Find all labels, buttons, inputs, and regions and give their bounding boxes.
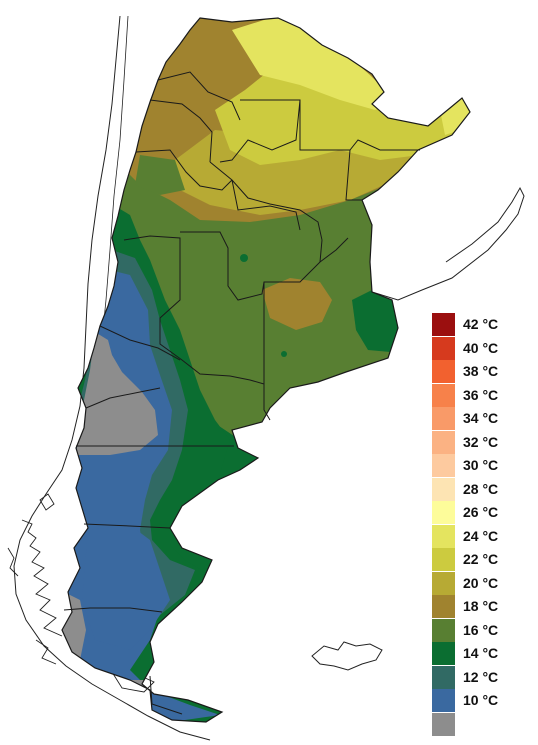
legend-swatch <box>432 454 455 477</box>
legend-item: 36 °C <box>432 383 538 407</box>
legend-swatch <box>432 336 455 360</box>
legend-item: 40 °C <box>432 336 538 360</box>
malvinas-islands <box>311 641 383 671</box>
legend-item: 34 °C <box>432 407 538 430</box>
legend-label: 26 °C <box>463 504 499 520</box>
legend-swatch <box>432 524 455 548</box>
legend-item <box>432 712 538 736</box>
legend-label: 38 °C <box>463 363 499 379</box>
chile-coastline <box>13 15 211 741</box>
legend-item: 28 °C <box>432 477 538 501</box>
legend-label: 36 °C <box>463 386 499 403</box>
legend-swatch <box>432 595 455 618</box>
uruguay-coastline <box>371 186 525 301</box>
legend-label: 28 °C <box>463 480 499 497</box>
legend-swatch <box>432 477 455 501</box>
temperature-legend: 42 °C 40 °C 38 °C 36 °C 34 °C 32 °C 30 °C 28 °C… <box>432 313 538 739</box>
legend-swatch <box>432 548 455 571</box>
southern-islands <box>7 493 155 693</box>
legend-item: 22 °C <box>432 548 538 571</box>
legend-swatch <box>432 430 455 454</box>
legend-swatch <box>432 642 455 665</box>
legend-label: 42 °C <box>463 316 499 332</box>
legend-swatch <box>432 571 455 595</box>
legend-swatch <box>432 383 455 407</box>
legend-swatch <box>432 360 455 383</box>
legend-item: 18 °C <box>432 595 538 618</box>
legend-item: 38 °C <box>432 360 538 383</box>
argentina-outline <box>61 17 471 723</box>
province-borders <box>63 71 420 715</box>
legend-label: 24 °C <box>463 527 499 544</box>
legend-label: 10 °C <box>463 692 499 708</box>
legend-item: 24 °C <box>432 524 538 548</box>
legend-swatch <box>432 618 455 642</box>
legend-label: 34 °C <box>463 410 499 426</box>
legend-label: 32 °C <box>463 433 499 450</box>
legend-swatch <box>432 407 455 430</box>
legend-label: 20 °C <box>463 574 499 591</box>
legend-swatch <box>432 712 455 736</box>
legend-label: 40 °C <box>463 339 499 356</box>
legend-label: 12 °C <box>463 668 499 685</box>
legend-item: 10 °C <box>432 689 538 712</box>
legend-label: 18 °C <box>463 598 499 614</box>
legend-label: 16 °C <box>463 621 499 638</box>
legend-label: 22 °C <box>463 551 499 567</box>
legend-item: 12 °C <box>432 665 538 689</box>
legend-item: 14 °C <box>432 642 538 665</box>
legend-label: 30 °C <box>463 457 499 473</box>
legend-item: 30 °C <box>432 454 538 477</box>
legend-swatch <box>432 501 455 524</box>
legend-swatch <box>432 313 455 336</box>
legend-item: 16 °C <box>432 618 538 642</box>
legend-swatch <box>432 689 455 712</box>
legend-label: 14 °C <box>463 645 499 661</box>
legend-swatch <box>432 665 455 689</box>
legend-item: 32 °C <box>432 430 538 454</box>
chile-coastline-inner <box>101 15 129 341</box>
legend-item: 26 °C <box>432 501 538 524</box>
legend-item: 20 °C <box>432 571 538 595</box>
legend-item: 42 °C <box>432 313 538 336</box>
